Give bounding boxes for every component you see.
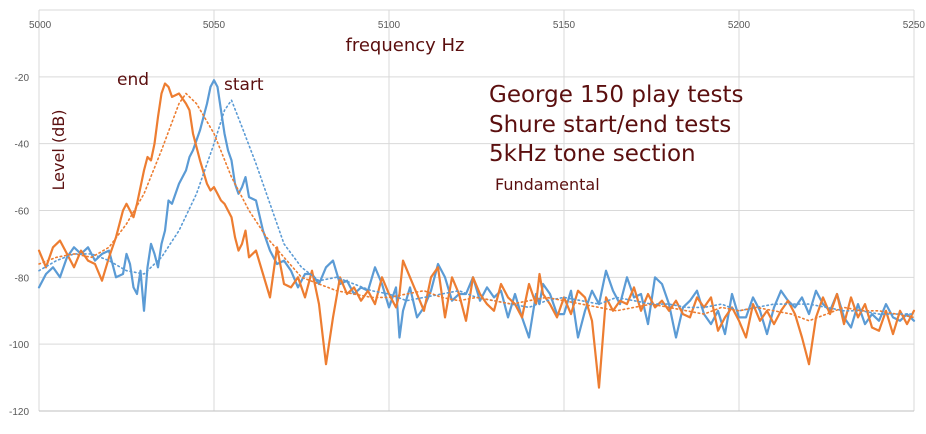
x-tick-label: 5200 (728, 20, 751, 31)
title-line-3: 5kHz tone section (489, 141, 696, 167)
series-line-4-dotted (38, 92, 915, 322)
y-axis-ticks: -20 -40 -60 -80 -100 -120 (9, 73, 29, 418)
y-tick-label: -80 (15, 273, 30, 284)
y-axis-label: Level (dB) (49, 110, 68, 191)
series-line-3-dotted (38, 99, 915, 315)
y-tick-label: -20 (15, 73, 30, 84)
x-tick-label: 5100 (378, 20, 401, 31)
series-lines (37, 79, 916, 389)
y-tick-label: -100 (9, 340, 29, 351)
x-tick-label: 5150 (553, 20, 576, 31)
series-line-1-solid (37, 79, 916, 339)
subtitle-fundamental: Fundamental (495, 175, 600, 194)
series-line-2-solid (37, 82, 916, 389)
end-label: end (117, 70, 149, 90)
x-tick-label: 5000 (29, 20, 52, 31)
y-tick-label: -60 (15, 207, 30, 218)
x-tick-label: 5250 (903, 20, 926, 31)
gridlines (38, 9, 915, 412)
title-line-1: George 150 play tests (489, 82, 744, 108)
x-axis-ticks: 5000 5050 5100 5150 5200 5250 (29, 20, 925, 31)
title-line-2: Shure start/end tests (489, 112, 731, 138)
x-tick-label: 5050 (203, 20, 226, 31)
x-axis-label: frequency Hz (346, 35, 465, 56)
y-tick-label: -120 (9, 407, 29, 418)
start-label: start (224, 75, 264, 95)
y-tick-label: -40 (15, 140, 30, 151)
